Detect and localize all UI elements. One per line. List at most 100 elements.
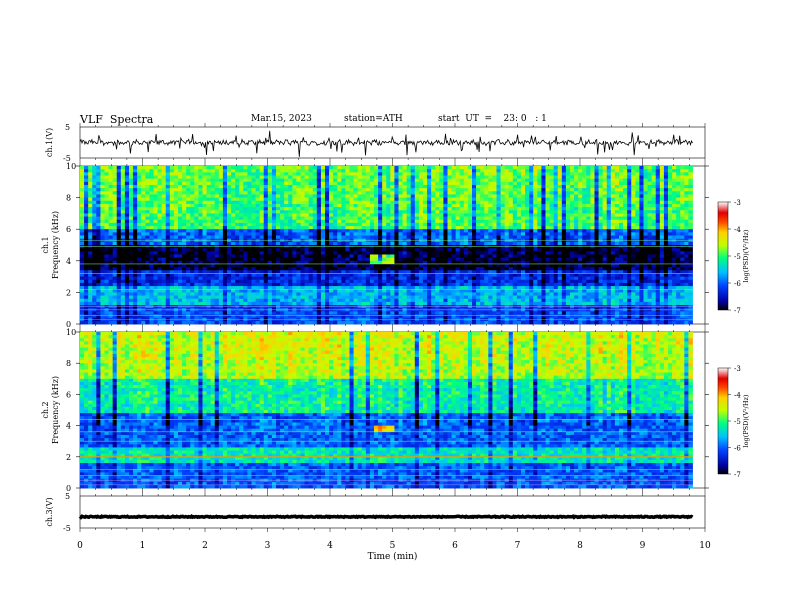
spectrogram-cell	[484, 213, 489, 217]
spectrogram-cell	[194, 226, 199, 230]
spectrogram-cell	[129, 314, 134, 319]
spectrogram-cell	[329, 194, 334, 198]
spectrogram-cell	[467, 216, 473, 221]
spectrogram-cell	[312, 282, 318, 287]
spectrogram-cell	[251, 229, 256, 233]
spectrogram-cell	[145, 232, 150, 236]
spectrogram-cell	[247, 166, 252, 170]
spectrogram-cell	[296, 232, 301, 236]
spectrogram-cell	[369, 222, 375, 227]
spectrogram-cell	[280, 273, 285, 277]
spectrogram-cell	[271, 251, 277, 255]
spectrogram-cell	[369, 320, 375, 325]
spectrogram-cell	[153, 251, 158, 255]
spectrogram-cell	[153, 207, 158, 211]
spectrogram-cell	[455, 178, 461, 183]
spectrogram-cell	[214, 295, 220, 300]
spectrogram-cell	[325, 200, 330, 205]
spectrogram-cell	[353, 232, 359, 236]
spectrogram-cell	[386, 289, 391, 293]
spectrogram-cell	[263, 276, 269, 281]
spectrogram-cell	[133, 298, 138, 303]
spectrogram-cell	[96, 188, 101, 192]
spectrogram-cell	[218, 207, 224, 211]
spectrogram-cell	[222, 169, 228, 173]
spectrogram-cell	[455, 191, 461, 195]
spectrogram-cell	[247, 207, 252, 211]
spectrogram-cell	[153, 181, 158, 186]
spectrogram-cell	[186, 222, 191, 227]
spectrogram-cell	[137, 178, 142, 183]
spectrogram-cell	[124, 197, 130, 202]
spectrogram-cell	[316, 203, 322, 208]
spectrogram-cell	[447, 184, 452, 189]
spectrogram-cell	[145, 270, 150, 274]
spectrogram-cell	[239, 219, 244, 224]
spectrogram-cell	[325, 289, 330, 293]
spectrogram-cell	[194, 191, 199, 195]
spectrogram-cell	[80, 216, 85, 221]
spectrogram-cell	[231, 257, 236, 262]
spectrogram-cell	[374, 314, 379, 319]
spectrogram-cell	[116, 248, 122, 252]
spectrogram-cell	[251, 197, 256, 202]
spectrogram-cell	[137, 295, 142, 300]
spectrogram-cell	[108, 276, 114, 281]
spectrogram-cell	[308, 226, 314, 230]
spectrogram-cell	[394, 279, 399, 284]
spectrogram-cell	[443, 169, 448, 173]
spectrogram-cell	[378, 194, 383, 198]
spectrogram-cell	[325, 311, 330, 315]
spectrogram-cell	[439, 178, 444, 183]
spectrogram-cell	[231, 276, 236, 281]
spectrogram-cell	[218, 188, 224, 192]
spectrogram-cell	[259, 241, 265, 246]
spectrogram-cell	[222, 188, 228, 192]
spectrogram-cell	[108, 166, 114, 170]
spectrogram-cell	[227, 178, 232, 183]
spectrogram-cell	[255, 219, 261, 224]
spectrogram-cell	[374, 175, 379, 180]
spectrogram-cell	[280, 216, 285, 221]
spectrogram-cell	[239, 181, 244, 186]
spectrogram-cell	[186, 207, 191, 211]
spectrogram-cell	[178, 267, 183, 271]
spectrogram-cell	[129, 263, 134, 268]
spectrogram-cell	[447, 194, 452, 198]
spectrogram-cell	[455, 263, 461, 268]
spectrogram-cell	[210, 267, 216, 271]
spectrogram-cell	[161, 169, 167, 173]
spectrogram-cell	[276, 270, 281, 274]
spectrogram-cell	[284, 197, 289, 202]
spectrogram-cell	[308, 292, 314, 296]
spectrogram-cell	[165, 194, 171, 198]
spectrogram-cell	[247, 222, 252, 227]
spectrogram-cell	[100, 194, 105, 198]
spectrogram-cell	[157, 191, 163, 195]
spectrogram-cell	[439, 314, 444, 319]
spectrogram-cell	[263, 270, 269, 274]
spectrogram-cell	[247, 254, 252, 259]
spectrogram-cell	[333, 216, 338, 221]
spectrogram-cell	[182, 172, 187, 176]
spectrogram-cell	[206, 254, 212, 259]
spectrogram-cell	[382, 251, 387, 255]
spectrogram-cell	[218, 292, 224, 296]
spectrogram-cell	[280, 320, 285, 325]
spectrogram-cell	[357, 282, 363, 287]
spectrogram-cell	[80, 166, 85, 170]
spectrogram-cell	[141, 292, 146, 296]
spectrogram-cell	[472, 169, 477, 173]
spectrogram-cell	[96, 273, 101, 277]
spectrogram-cell	[100, 235, 105, 240]
spectrogram-cell	[259, 289, 265, 293]
spectrogram-cell	[104, 226, 109, 230]
spectrogram-cell	[198, 279, 203, 284]
spectrogram-cell	[386, 314, 391, 319]
spectrogram-cell	[357, 172, 363, 176]
spectrogram-cell	[300, 216, 305, 221]
spectrogram-cell	[267, 292, 273, 296]
spectrogram-cell	[210, 184, 216, 189]
spectrogram-cell	[104, 169, 109, 173]
spectrogram-cell	[296, 194, 301, 198]
